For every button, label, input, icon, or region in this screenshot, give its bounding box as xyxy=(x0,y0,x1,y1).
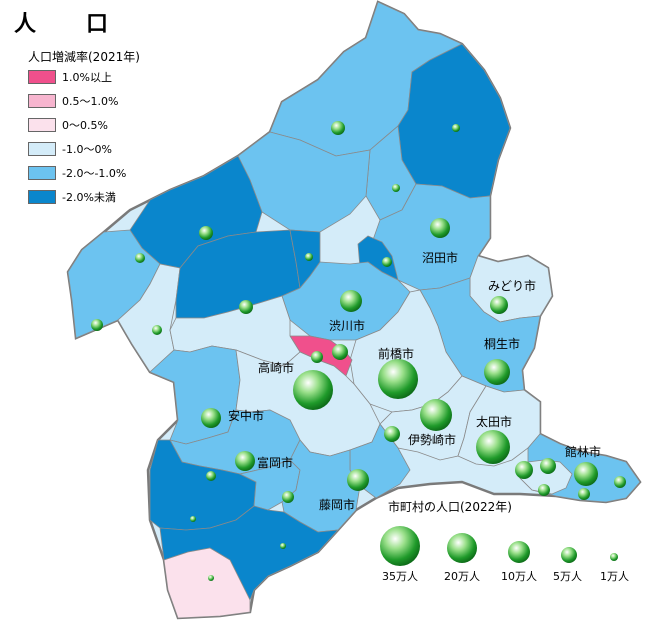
legend-label: -2.0%未満 xyxy=(62,191,116,204)
legend-swatch xyxy=(28,118,56,132)
legend-swatch xyxy=(28,70,56,84)
legend-title: 人口増減率(2021年) xyxy=(28,50,140,64)
population-legend-label: 10万人 xyxy=(501,570,537,583)
population-circle-oizumi xyxy=(515,461,533,479)
population-circle-naganohara xyxy=(152,325,162,335)
population-circle-showa xyxy=(382,257,392,267)
legend-swatch xyxy=(28,142,56,156)
population-legend-circle-5man xyxy=(561,547,577,563)
population-circle-tatebayashi xyxy=(574,462,598,486)
city-label-shibukawa: 渋川市 xyxy=(329,318,365,333)
population-circle-numata xyxy=(430,218,450,238)
population-circle-kiryu xyxy=(484,359,510,385)
population-legend-circle-1man xyxy=(610,553,618,561)
city-label-takasaki: 高崎市 xyxy=(258,360,294,375)
population-circle-tomioka xyxy=(235,451,255,471)
population-circle-fujioka xyxy=(347,469,369,491)
legend-label: 1.0%以上 xyxy=(62,71,112,84)
legend-label: -1.0〜0% xyxy=(62,143,112,156)
region-annaka xyxy=(149,345,241,445)
population-circle-ueno xyxy=(208,575,214,581)
population-circle-yoshioka xyxy=(332,344,348,360)
population-circle-nanmoku xyxy=(190,516,196,522)
population-circle-takasaki xyxy=(293,370,333,410)
population-legend-label: 5万人 xyxy=(553,570,582,583)
population-circle-shibukawa xyxy=(340,290,362,312)
city-label-ota: 太田市 xyxy=(476,414,512,429)
city-label-fujioka: 藤岡市 xyxy=(319,497,355,512)
population-circle-meiwa xyxy=(578,488,590,500)
population-legend-circle-35man xyxy=(380,526,420,566)
city-label-numata: 沼田市 xyxy=(422,250,458,265)
legend-label: -2.0〜-1.0% xyxy=(62,167,127,180)
population-circle-nakanojo xyxy=(199,226,213,240)
city-label-kiryu: 桐生市 xyxy=(484,336,520,351)
population-circle-tsumagoi xyxy=(91,319,103,331)
population-circle-katashina xyxy=(452,124,460,132)
population-circle-maebashi xyxy=(378,359,418,399)
population-circle-kusatsu xyxy=(135,253,145,263)
population-legend-label: 1万人 xyxy=(600,570,629,583)
population-circle-itakura xyxy=(614,476,626,488)
city-label-maebashi: 前橋市 xyxy=(378,346,414,361)
population-legend-circle-10man xyxy=(508,541,530,563)
legend-label: 0〜0.5% xyxy=(62,119,108,132)
population-circle-shinto xyxy=(311,351,323,363)
legend-swatch xyxy=(28,190,56,204)
population-legend-title: 市町村の人口(2022年) xyxy=(388,499,512,514)
population-legend-circle-20man xyxy=(447,533,477,563)
population-circle-chiyoda xyxy=(538,484,550,496)
population-circle-higashiagatsuma xyxy=(239,300,253,314)
population-circle-takayama xyxy=(305,253,313,261)
population-circle-midori xyxy=(490,296,508,314)
population-circle-isesaki xyxy=(420,399,452,431)
city-label-isesaki: 伊勢崎市 xyxy=(408,432,456,447)
population-circle-ota xyxy=(476,430,510,464)
legend-swatch xyxy=(28,94,56,108)
population-circle-minakami xyxy=(331,121,345,135)
region-ueno xyxy=(163,547,251,619)
map-title: 人 口 xyxy=(14,12,123,37)
population-circle-ora xyxy=(540,458,556,474)
population-circle-annaka xyxy=(201,408,221,428)
population-circle-kawaba xyxy=(392,184,400,192)
population-circle-shimonita xyxy=(206,471,216,481)
population-legend-label: 20万人 xyxy=(444,570,480,583)
city-label-tatebayashi: 館林市 xyxy=(565,444,601,459)
city-label-annaka: 安中市 xyxy=(228,408,264,423)
population-legend-label: 35万人 xyxy=(382,570,418,583)
legend-label: 0.5〜1.0% xyxy=(62,95,119,108)
city-label-tomioka: 富岡市 xyxy=(257,455,293,470)
population-circle-tamamura xyxy=(384,426,400,442)
population-circle-kamikawa xyxy=(280,543,286,549)
population-circle-kanra xyxy=(282,491,294,503)
city-label-midori: みどり市 xyxy=(488,278,536,293)
legend-swatch xyxy=(28,166,56,180)
